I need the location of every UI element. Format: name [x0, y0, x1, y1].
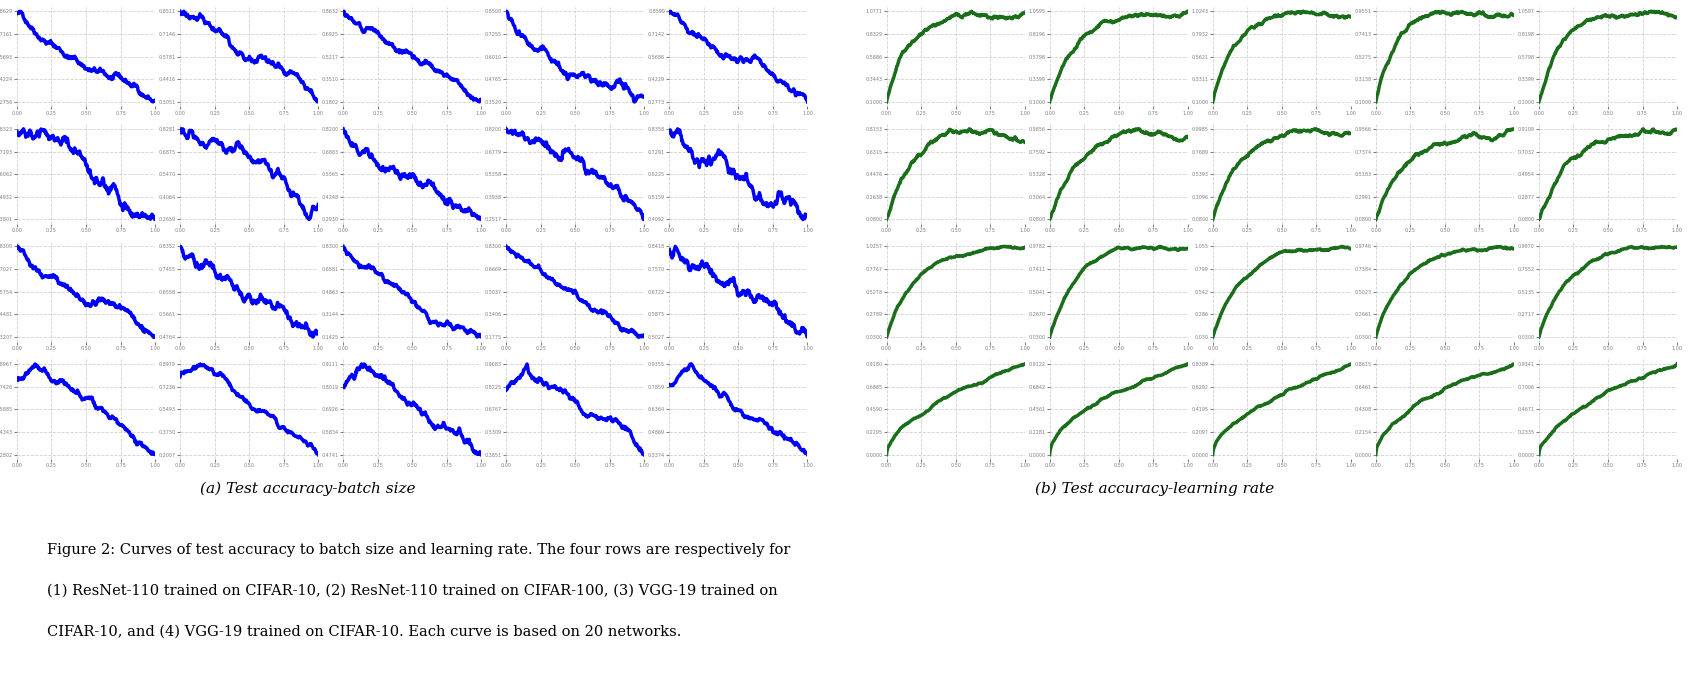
Text: Figure 2: Curves of test accuracy to batch size and learning rate. The four rows: Figure 2: Curves of test accuracy to bat… [47, 543, 789, 557]
Text: (a) Test accuracy-batch size: (a) Test accuracy-batch size [200, 482, 415, 496]
Text: CIFAR-10, and (4) VGG-19 trained on CIFAR-10. Each curve is based on 20 networks: CIFAR-10, and (4) VGG-19 trained on CIFA… [47, 625, 681, 638]
Text: (b) Test accuracy-learning rate: (b) Test accuracy-learning rate [1035, 482, 1274, 496]
Text: (1) ResNet-110 trained on CIFAR-10, (2) ResNet-110 trained on CIFAR-100, (3) VGG: (1) ResNet-110 trained on CIFAR-10, (2) … [47, 584, 778, 598]
